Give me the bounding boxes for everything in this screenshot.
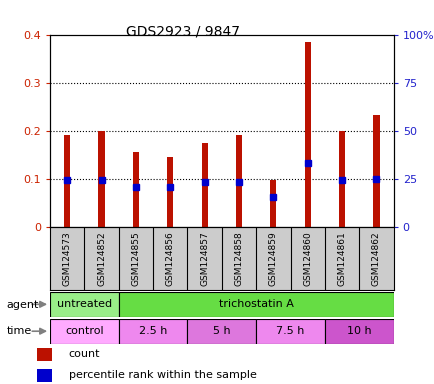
Bar [50,292,118,317]
Bar [256,319,324,344]
Bar [98,131,105,227]
Text: agent: agent [7,300,39,310]
Bar [118,319,187,344]
Text: control: control [65,326,103,336]
Text: 5 h: 5 h [213,326,230,336]
Text: GSM124856: GSM124856 [165,231,174,286]
Text: count: count [69,349,100,359]
Text: GDS2923 / 9847: GDS2923 / 9847 [125,25,239,39]
Bar [64,136,70,227]
Text: time: time [7,326,32,336]
Text: GSM124852: GSM124852 [97,231,106,286]
Bar [270,180,276,227]
Text: GSM124861: GSM124861 [337,231,346,286]
Bar [338,131,345,227]
Bar [37,369,51,382]
Bar [201,142,207,227]
Text: 10 h: 10 h [346,326,371,336]
Text: GSM124860: GSM124860 [302,231,312,286]
Bar [167,157,173,227]
Text: GSM124573: GSM124573 [62,231,72,286]
Bar [187,319,256,344]
Text: 7.5 h: 7.5 h [276,326,304,336]
Text: GSM124855: GSM124855 [131,231,140,286]
Bar [324,319,393,344]
Bar [50,319,118,344]
Bar [132,152,139,227]
Bar [372,115,379,227]
Bar [118,292,393,317]
Bar [235,136,242,227]
Text: GSM124859: GSM124859 [268,231,277,286]
Text: untreated: untreated [57,299,112,310]
Text: GSM124862: GSM124862 [371,231,380,286]
Text: GSM124857: GSM124857 [200,231,209,286]
Text: trichostatin A: trichostatin A [218,299,293,310]
Text: GSM124858: GSM124858 [234,231,243,286]
Text: percentile rank within the sample: percentile rank within the sample [69,370,256,380]
Text: 2.5 h: 2.5 h [138,326,167,336]
Bar [304,42,310,227]
Bar [37,348,51,361]
